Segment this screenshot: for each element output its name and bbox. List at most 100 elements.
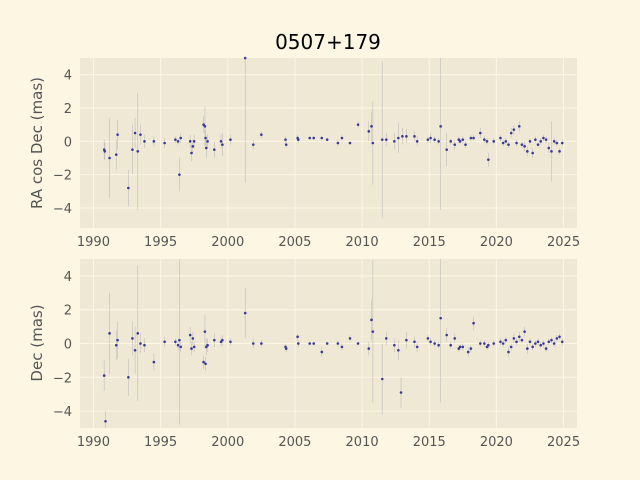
- ra-data-point: [515, 141, 518, 145]
- dec-data-point: [437, 343, 440, 347]
- dec-data-point: [526, 347, 529, 350]
- dec-data-point: [251, 342, 255, 345]
- ra-data-point: [517, 125, 521, 128]
- ra-data-point: [206, 140, 209, 143]
- ra-x-ticks: 1990 1995 2000 2005 2010 2015 2020 2025: [77, 235, 580, 250]
- ra-data-point: [251, 143, 255, 146]
- dec-data-point: [296, 335, 299, 339]
- ra-data-point: [325, 138, 329, 141]
- dec-data-point: [439, 316, 442, 320]
- dec-data-point: [501, 342, 505, 345]
- dec-data-point: [492, 342, 496, 345]
- ra-data-point: [308, 136, 311, 140]
- ra-panel: −4 −2 0 2 4 1990 1995 2000 2005 2010 2015 2020 2025…: [28, 56, 580, 250]
- ra-data-point: [103, 150, 107, 153]
- dec-data-point: [356, 342, 360, 345]
- ra-data-point: [478, 131, 482, 135]
- ra-data-point: [483, 138, 486, 141]
- ra-data-point: [370, 125, 373, 128]
- ra-data-point: [108, 156, 111, 160]
- dec-data-point: [348, 337, 352, 340]
- dec-data-point: [560, 340, 564, 344]
- ra-data-point: [426, 138, 430, 141]
- dec-data-point: [509, 345, 513, 349]
- ra-data-point: [433, 138, 436, 141]
- dec-data-point: [478, 342, 482, 345]
- dec-x-tick-label: 2020: [480, 435, 513, 450]
- dec-data-point: [192, 345, 196, 349]
- dec-data-point: [190, 347, 193, 350]
- dec-data-point: [104, 419, 107, 423]
- ra-data-point: [542, 136, 545, 140]
- ra-data-point: [243, 56, 247, 60]
- ra-data-point: [536, 143, 540, 146]
- dec-data-point: [433, 342, 436, 345]
- ra-data-point: [401, 135, 404, 138]
- dec-x-tick-label: 2025: [547, 435, 580, 450]
- dec-data-point: [136, 332, 140, 335]
- ra-data-point: [340, 136, 344, 140]
- ra-y-axis-label: RA cos Dec (mas): [28, 77, 46, 209]
- dec-data-point: [188, 333, 192, 337]
- dec-data-point: [370, 318, 373, 322]
- ra-data-point: [320, 136, 324, 140]
- dec-data-point: [528, 340, 532, 344]
- ra-data-point: [415, 140, 419, 143]
- dec-data-point: [523, 330, 526, 333]
- dec-data-point: [393, 343, 396, 347]
- dec-data-point: [458, 345, 462, 349]
- ra-data-point: [544, 138, 548, 141]
- dec-data-point: [204, 362, 207, 366]
- dec-data-point: [206, 343, 209, 347]
- dec-data-point: [176, 343, 180, 347]
- ra-data-point: [531, 151, 534, 155]
- dec-data-point: [483, 342, 486, 345]
- ra-data-point: [461, 138, 465, 141]
- dec-data-point: [415, 345, 419, 349]
- dec-data-point: [536, 340, 540, 344]
- dec-data-point: [413, 340, 416, 344]
- ra-data-point: [550, 150, 553, 153]
- dec-data-point: [397, 348, 400, 352]
- ra-data-point: [472, 136, 475, 140]
- dec-data-point: [461, 345, 465, 349]
- dec-data-point: [133, 348, 137, 352]
- ra-x-tick-label: 2010: [346, 235, 379, 250]
- dec-data-point: [555, 337, 559, 340]
- dec-data-point: [178, 338, 181, 342]
- dec-data-point: [336, 342, 340, 345]
- dec-data-point: [367, 347, 371, 350]
- dec-data-point: [203, 330, 207, 333]
- dec-data-point: [399, 391, 403, 394]
- dec-data-point: [260, 342, 263, 345]
- ra-data-point: [439, 125, 442, 128]
- dec-data-point: [213, 338, 216, 342]
- ra-x-tick-label: 2005: [278, 235, 311, 250]
- ra-data-point: [445, 148, 449, 151]
- ra-data-point: [469, 136, 473, 140]
- ra-data-point: [367, 130, 371, 133]
- dec-x-tick-label: 2005: [278, 435, 311, 450]
- dec-y-tick-label: 4: [64, 270, 72, 285]
- ra-data-point: [371, 141, 375, 145]
- dec-data-point: [229, 340, 232, 344]
- dec-data-point: [558, 335, 561, 339]
- dec-x-tick-label: 2015: [413, 435, 446, 450]
- ra-data-point: [188, 140, 192, 143]
- ra-data-point: [558, 150, 561, 153]
- ra-y-tick-label: 2: [64, 102, 72, 117]
- ra-data-point: [528, 140, 532, 143]
- ra-data-point: [449, 140, 453, 143]
- dec-data-point: [312, 342, 316, 345]
- ra-data-point: [526, 150, 529, 153]
- dec-data-point: [405, 338, 408, 342]
- ra-data-point: [191, 145, 195, 148]
- dec-data-point: [163, 340, 166, 344]
- dec-data-point: [449, 343, 453, 347]
- ra-data-point: [499, 136, 502, 140]
- ra-data-point: [348, 141, 352, 145]
- dec-data-point: [202, 360, 205, 364]
- ra-data-point: [356, 123, 360, 126]
- ra-y-tick-label: −4: [53, 202, 72, 217]
- dec-y-ticks: −4 −2 0 2 4: [53, 270, 72, 420]
